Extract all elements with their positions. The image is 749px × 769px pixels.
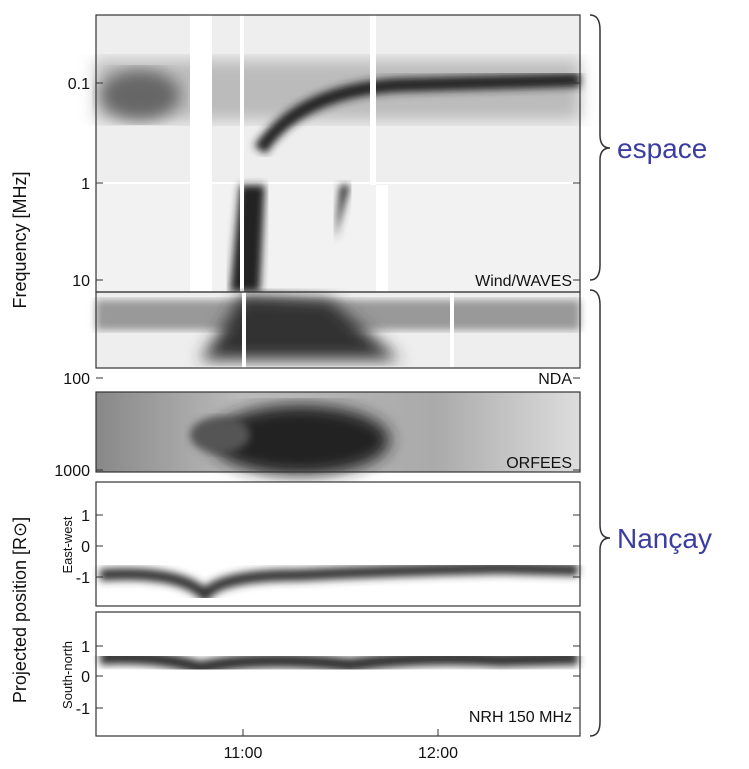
y-tick-label: 100: [63, 371, 90, 388]
y-tick-label: -1: [76, 701, 90, 718]
y-axis-label: Projected position [R⊙]: [10, 517, 30, 703]
y-tick-label: 0.1: [68, 76, 90, 93]
region-label: Nançay: [617, 523, 712, 554]
panel-label: NRH 150 MHz: [469, 709, 572, 726]
y-tick-label: 1000: [54, 463, 90, 480]
spectrogram-orfees: [96, 392, 580, 475]
y-tick-label: 10: [72, 273, 90, 290]
panel-label: NDA: [538, 371, 572, 388]
brace: [589, 289, 611, 737]
sub-label: South-north: [60, 641, 75, 709]
frame: [95, 481, 581, 607]
sub-label: East-west: [60, 516, 75, 573]
panel-label: Wind/WAVES: [475, 273, 572, 290]
spectrogram-nda: [96, 292, 580, 368]
y-tick-label: 0: [81, 669, 90, 686]
brace: [589, 14, 611, 281]
x-tick-label: 12:00: [418, 745, 458, 762]
region-label: espace: [617, 133, 707, 164]
y-tick-label: 1: [81, 639, 90, 656]
position-sn: [99, 650, 579, 676]
y-tick-label: 1: [81, 176, 90, 193]
panel-label: ORFEES: [506, 455, 572, 472]
frame: [95, 291, 581, 369]
y-tick-label: -1: [76, 570, 90, 587]
position-ew: [99, 561, 579, 605]
spectrogram-waves: [96, 15, 581, 292]
y-axis-label: Frequency [MHz]: [10, 171, 30, 308]
y-tick-label: 0: [81, 539, 90, 556]
frame: [95, 391, 581, 473]
y-tick-label: 1: [81, 508, 90, 525]
x-tick-label: 11:00: [224, 745, 263, 762]
frame: [95, 611, 581, 737]
